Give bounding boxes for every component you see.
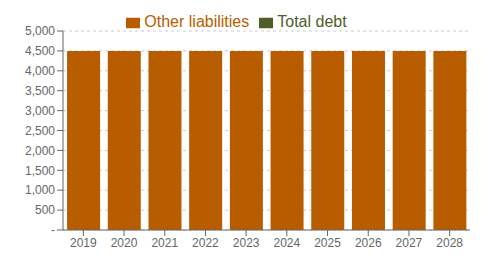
svg-text:2023: 2023 [233, 236, 260, 250]
svg-text:500: 500 [35, 203, 55, 217]
svg-text:4,000: 4,000 [25, 64, 55, 78]
svg-text:1,000: 1,000 [25, 183, 55, 197]
svg-text:2024: 2024 [273, 236, 300, 250]
svg-text:2,500: 2,500 [25, 124, 55, 138]
html-text:Total debt: Total debt [277, 13, 347, 30]
svg-text:4,500: 4,500 [25, 44, 55, 58]
svg-text:2021: 2021 [151, 236, 178, 250]
svg-text:2028: 2028 [436, 236, 463, 250]
svg-text:2020: 2020 [111, 236, 138, 250]
svg-text:2,000: 2,000 [25, 144, 55, 158]
svg-text:2025: 2025 [314, 236, 341, 250]
svg-text:2022: 2022 [192, 236, 219, 250]
svg-text:-: - [51, 223, 55, 237]
svg-text:5,000: 5,000 [25, 24, 55, 38]
html-text:Other liabilities: Other liabilities [144, 13, 250, 30]
svg-text:2026: 2026 [355, 236, 382, 250]
svg-text:2019: 2019 [70, 236, 97, 250]
svg-text:3,000: 3,000 [25, 104, 55, 118]
svg-text:2027: 2027 [396, 236, 423, 250]
svg-text:1,500: 1,500 [25, 164, 55, 178]
svg-text:3,500: 3,500 [25, 84, 55, 98]
